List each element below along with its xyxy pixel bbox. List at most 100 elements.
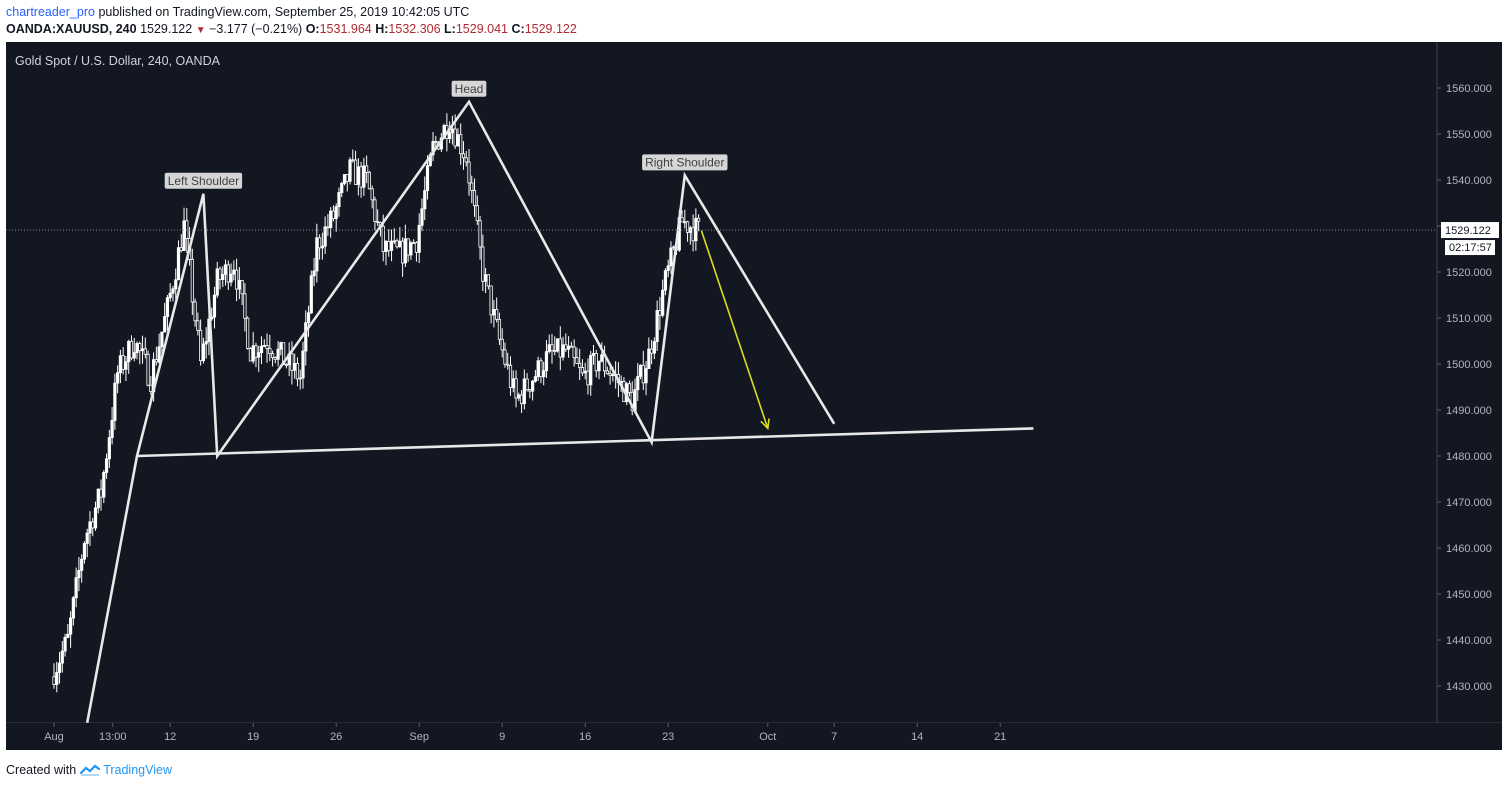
candle-body [580, 367, 585, 374]
candle-body [80, 558, 84, 571]
candle-body [71, 597, 75, 619]
y-tick-label: 1500.000 [1446, 359, 1492, 371]
candle-body [536, 360, 540, 378]
candle-body [420, 208, 424, 226]
candle-body [85, 532, 89, 544]
pattern-label-bg [642, 154, 728, 171]
y-tick-label: 1490.000 [1446, 405, 1492, 417]
candle-body [182, 220, 186, 251]
pattern-label[interactable]: Head [451, 80, 487, 97]
candle-body [456, 134, 460, 147]
y-tick-label: 1560.000 [1446, 83, 1492, 95]
candle-body [431, 141, 435, 156]
candle-body [495, 308, 499, 320]
candle-body [384, 240, 388, 252]
pattern-zigzag-line[interactable] [85, 99, 836, 724]
candle-body [329, 210, 333, 228]
projection-arrow-line[interactable] [700, 230, 769, 429]
candle-body [475, 205, 479, 222]
x-tick-label: 7 [831, 731, 837, 743]
tradingview-link[interactable]: TradingView [80, 763, 172, 777]
candle-body [362, 165, 366, 188]
candle-body [417, 224, 421, 253]
candle-body [273, 357, 277, 360]
candle-body [88, 521, 92, 534]
candle-body [176, 247, 181, 281]
candle-body [544, 351, 549, 372]
candle-body [459, 134, 463, 155]
candle-body [337, 192, 341, 208]
candle-body [367, 171, 372, 190]
candle-body [569, 345, 573, 348]
candle-body [663, 270, 668, 291]
price-axis[interactable] [1437, 42, 1502, 750]
candle-body [190, 259, 194, 303]
candle-body [412, 242, 416, 245]
x-tick-label: 13:00 [99, 731, 127, 743]
candle-body [591, 353, 596, 356]
candle-body [257, 352, 261, 358]
candle-body [652, 341, 656, 354]
candle-body [575, 357, 579, 364]
plot-area[interactable] [6, 42, 1437, 750]
candle-body [69, 617, 73, 635]
candle-body [589, 355, 593, 386]
candle-body [251, 345, 255, 362]
candle-body [259, 345, 264, 354]
candle-body [96, 488, 100, 509]
candle-body [320, 245, 324, 249]
candle-body [376, 220, 380, 223]
open-value: 1531.964 [319, 22, 372, 36]
candle-body [221, 274, 225, 281]
candle-body [539, 360, 543, 378]
candle-body [697, 217, 701, 222]
last-price-value: 1529.122 [140, 22, 193, 36]
candle-body [265, 344, 269, 349]
candle-body [448, 132, 452, 139]
candle-body [129, 340, 134, 359]
pattern-label-bg [451, 80, 487, 97]
candle-body [315, 237, 319, 272]
candle-body [594, 353, 598, 372]
candle-body [301, 350, 305, 379]
candle-body [91, 521, 95, 529]
head-and-shoulders-pattern: Left Shoulder Head Right Shoulder [85, 80, 1034, 724]
candle-body [409, 242, 413, 256]
x-tick-label: 21 [994, 731, 1006, 743]
candle-body [555, 338, 560, 352]
candle-body [400, 240, 405, 264]
pattern-label[interactable]: Left Shoulder [164, 172, 243, 189]
x-tick-label: 26 [330, 731, 342, 743]
y-tick-label: 1550.000 [1446, 129, 1492, 141]
pattern-label-text: Head [455, 82, 484, 96]
candle-body [312, 270, 316, 277]
candle-body [237, 280, 241, 290]
change-value: −3.177 (−0.21%) [209, 22, 303, 36]
candle-body [638, 364, 643, 377]
candle-body [149, 384, 153, 392]
candle-body [605, 370, 609, 375]
time-axis[interactable] [6, 723, 1502, 750]
candle-body [547, 344, 551, 353]
candle-body [340, 182, 344, 193]
candle-body [685, 221, 690, 233]
pattern-label-text: Right Shoulder [645, 155, 724, 169]
candle-body [74, 577, 78, 599]
candle-body [165, 297, 170, 317]
low-value: 1529.041 [455, 22, 508, 36]
candle-body [558, 338, 562, 358]
tradingview-logo-icon [80, 764, 101, 776]
author-link[interactable]: chartreader_pro [6, 5, 95, 19]
candle-body [284, 364, 289, 366]
neckline[interactable] [136, 427, 1034, 458]
price-chart[interactable]: Gold Spot / U.S. Dollar, 240, OANDA 1430… [6, 42, 1502, 752]
candle-body [232, 269, 236, 275]
pattern-label-bg [164, 172, 243, 189]
candle-body [481, 246, 485, 282]
candle-body [113, 382, 117, 421]
x-tick-label: 12 [164, 731, 176, 743]
pattern-label[interactable]: Right Shoulder [642, 154, 728, 171]
x-tick-label: Oct [759, 731, 776, 743]
candle-body [528, 389, 532, 392]
candle-body [121, 355, 125, 370]
